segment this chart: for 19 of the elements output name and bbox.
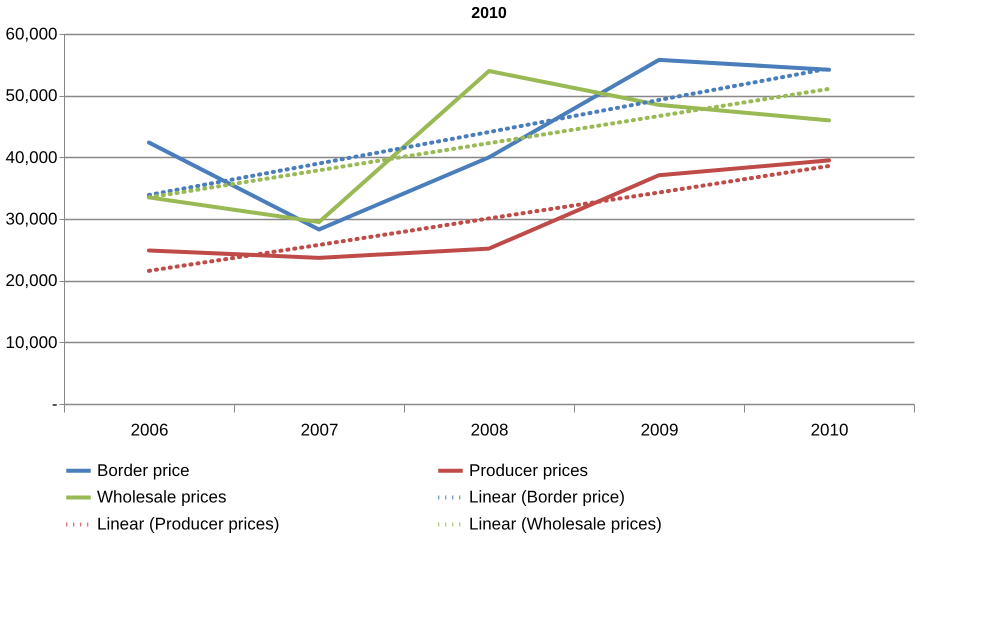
legend-label: Producer prices bbox=[469, 460, 588, 480]
y-tick-label: 40,000 bbox=[6, 148, 58, 167]
x-tick-label: 2007 bbox=[300, 420, 338, 440]
legend-label: Wholesale prices bbox=[97, 488, 226, 506]
y-tick-label: 60,000 bbox=[6, 24, 58, 44]
x-tick-label: 2009 bbox=[640, 420, 678, 440]
x-tick-label: 2010 bbox=[810, 420, 848, 440]
y-tick-label: 30,000 bbox=[6, 210, 58, 228]
y-tick-label: 50,000 bbox=[6, 86, 58, 106]
chart-title: 2010 bbox=[471, 5, 507, 22]
legend-label: Linear (Wholesale prices) bbox=[469, 514, 662, 534]
legend-label: Border price bbox=[97, 460, 190, 480]
x-tick-label: 2006 bbox=[130, 420, 168, 440]
y-tick-label: 20,000 bbox=[6, 271, 58, 290]
y-tick-label: 10,000 bbox=[6, 332, 58, 352]
y-tick-label: - bbox=[52, 394, 58, 414]
x-tick-label: 2008 bbox=[470, 420, 508, 440]
legend-label: Linear (Producer prices) bbox=[97, 514, 280, 534]
legend-label: Linear (Border price) bbox=[469, 488, 625, 506]
